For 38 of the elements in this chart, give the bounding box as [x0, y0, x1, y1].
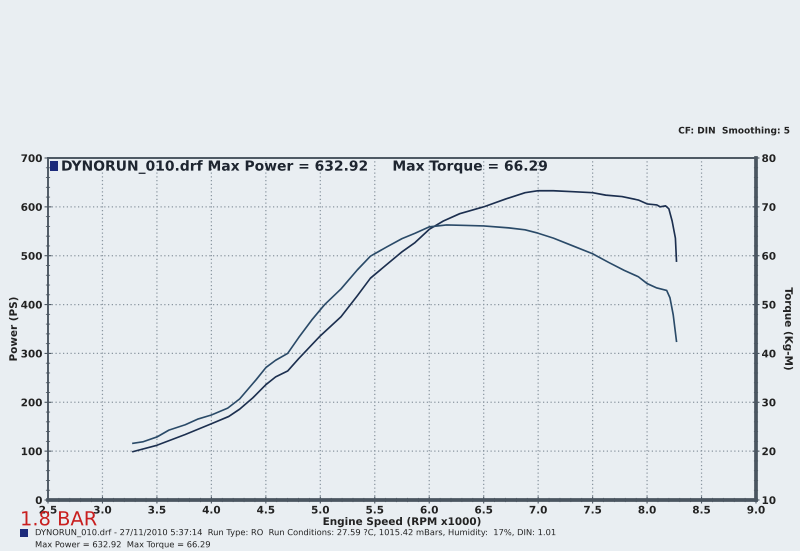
y-tick-label: 700: [21, 154, 42, 162]
y2-tick-label: 70: [762, 203, 776, 211]
y-tick-label: 100: [22, 447, 42, 456]
y-tick-label: 600: [21, 203, 42, 211]
x-tick-label: 5.0: [312, 506, 330, 514]
y-tick-label: 500: [22, 252, 42, 260]
y-tick-label: 400: [21, 300, 42, 309]
x-tick-label: 9.0: [747, 506, 765, 514]
chart-title: DYNORUN_010.drf Max Power = 632.92 Max Torque = 66.29: [62, 160, 547, 174]
y2-tick-label: 50: [762, 300, 776, 309]
x-tick-label: 3.5: [148, 506, 166, 514]
x-tick-label: 8.0: [638, 506, 656, 514]
line-series: [132, 224, 678, 444]
x-tick-label: 3.0: [94, 506, 112, 514]
y2-tick-label: 60: [762, 252, 776, 260]
y2-tick-label: 40: [762, 350, 776, 358]
x-tick-label: 7.0: [530, 506, 547, 514]
y2-tick-label: 30: [762, 398, 776, 406]
y2-tick-label: 20: [762, 447, 776, 456]
x-tick-label: 4.0: [202, 506, 220, 514]
y-tick-label: 200: [22, 398, 42, 406]
y2-tick-label: 10: [762, 496, 776, 504]
y-axis-title: Power (PS): [8, 297, 18, 360]
text: Max Power = 632.92 Max Torque = 66.29: [36, 541, 210, 550]
y-tick-label: 300: [21, 350, 42, 358]
y2-tick-label: 80: [762, 154, 776, 162]
y2-axis-title: Torque (Kg-M): [782, 287, 794, 370]
line-series: [132, 190, 678, 452]
x-tick-label: 6.0: [420, 506, 438, 514]
x-axis-title: Engine Speed (RPM x1000): [324, 517, 480, 528]
x-tick-label: 8.5: [692, 506, 710, 514]
y-tick-label: 0: [36, 496, 42, 504]
text: CF: DIN Smoothing: 5: [678, 126, 790, 136]
x-tick-label: 7.5: [584, 506, 602, 514]
x-tick-label: 4.5: [257, 506, 274, 514]
text: DYNORUN_010.drf - 27/11/2010 5:37:14 Run Type: RO Run Conditions: 27.59 ?C, 1015.42 mBars, Humidity: 17%, DIN: 1.01: [36, 528, 556, 538]
x-tick-label: 5.5: [366, 506, 384, 514]
x-tick-label: 6.5: [475, 506, 492, 514]
